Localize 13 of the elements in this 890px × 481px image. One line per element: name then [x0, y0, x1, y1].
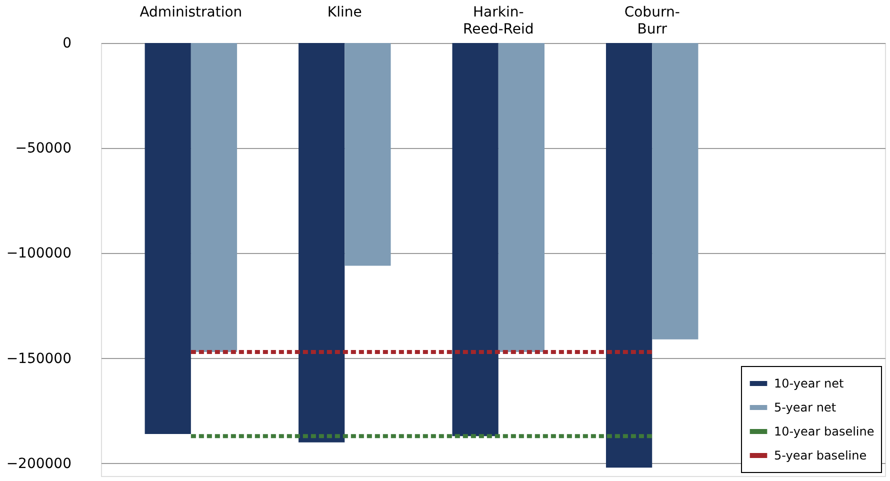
legend-label: 5-year net: [774, 400, 836, 414]
x-tick-label: Harkin-Reed-Reid: [463, 4, 534, 38]
legend-label: 5-year baseline: [774, 448, 867, 462]
legend-label: 10-year baseline: [774, 424, 874, 438]
y-tick-label: −150000: [6, 350, 72, 367]
x-tick-label: Kline: [327, 4, 362, 20]
x-tick-label: Coburn-Burr: [624, 4, 680, 38]
legend-label: 10-year net: [774, 376, 844, 390]
y-tick-label: 0: [62, 36, 72, 52]
y-tick-label: −50000: [15, 140, 72, 157]
x-tick-label: Administration: [140, 4, 242, 20]
y-tick-label: −200000: [6, 456, 72, 472]
y-tick-label: −100000: [6, 246, 72, 262]
